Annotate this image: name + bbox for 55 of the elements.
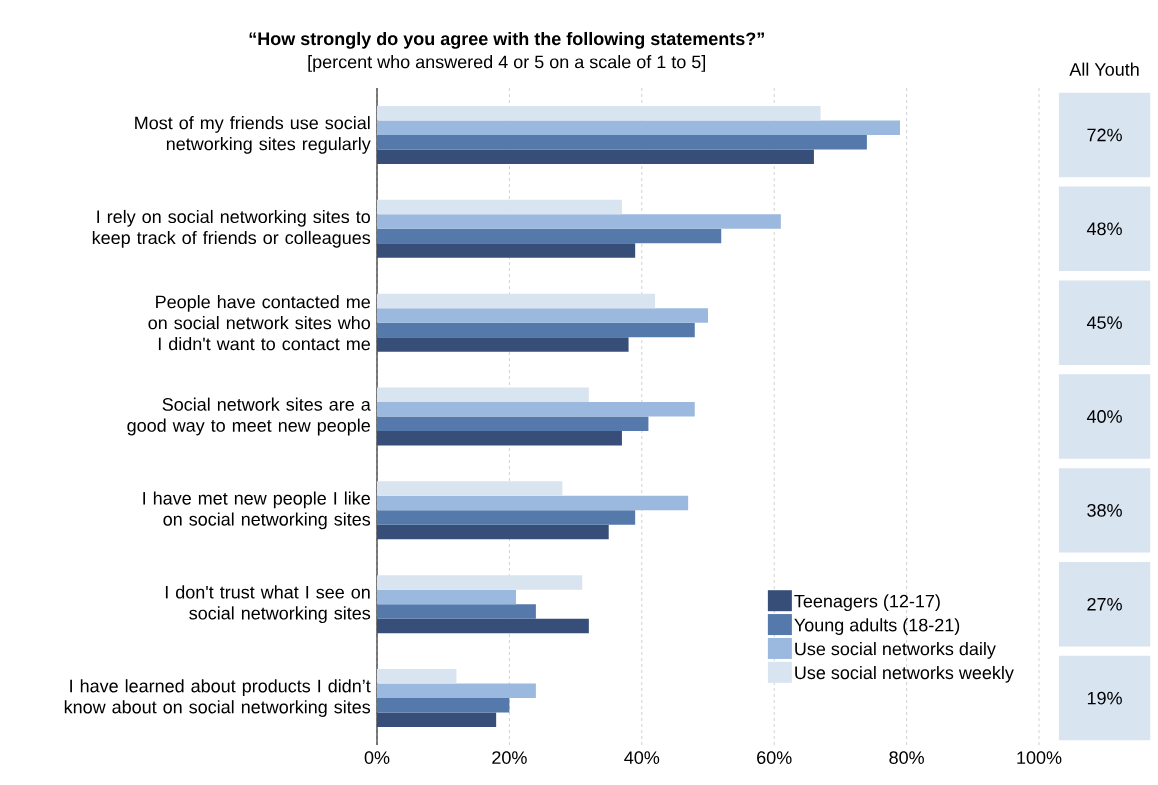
y-tick-label: Social network sites are a good way to meet new people [127,397,371,436]
bar [377,495,689,511]
bar [377,524,609,540]
x-tick-label: 100% [1017,751,1062,764]
bar [377,481,563,496]
bar [377,416,649,432]
bar [377,105,821,121]
bar [377,243,636,258]
bar [377,589,517,605]
bar [377,134,867,150]
bar [377,683,536,699]
y-tick-label: I have met new people I like on social networking sites [143,491,371,530]
y-tick-label: I don't trust what I see on social networking sites [165,585,371,624]
legend-label: Use social networks weekly [795,665,1014,683]
y-tick-label: Most of my friends use social networking sites regularly [135,116,371,154]
x-tick-label: 60% [757,751,792,764]
text: 72% [1087,128,1122,142]
y-tick-label: I have learned about products I didn’t know about on social networking sites [64,679,371,717]
bar [377,618,589,634]
bar [377,604,536,619]
bar [377,199,622,215]
bar [377,308,709,323]
bar [377,387,589,402]
legend-label: Use social networks daily [795,642,996,659]
text: 19% [1087,691,1122,705]
legend-label: Young adults (18-21) [794,618,960,635]
y-tick-label: I rely on social networking sites to keep track of friends or colleagues [92,209,371,248]
x-tick-label: 0% [364,751,390,764]
bar [377,402,695,417]
text: 38% [1087,503,1122,517]
text: 27% [1087,597,1122,611]
y-tick-label: People have contacted me on social network sites who I didn't want to contact me [148,295,370,351]
text: 45% [1086,316,1122,329]
bar [377,431,622,446]
bar [377,712,497,728]
text: 48% [1086,222,1122,236]
bar [377,149,814,164]
x-tick-label: 40% [624,751,660,764]
bar [377,669,457,684]
bar [377,698,510,713]
bar [377,214,781,229]
bar [377,322,695,338]
bar [377,120,900,135]
text: All Youth [1069,62,1139,76]
bar [377,337,629,352]
chart-title: “How strongly do you agree with the following statements?” [249,31,764,49]
bar [377,293,656,309]
chart-subtitle: [percent who answered 4 or 5 on a scale of 1 to 5] [308,55,706,72]
x-tick-label: 20% [492,751,527,764]
bar [377,228,722,244]
text: 40% [1086,410,1122,423]
bar [377,575,583,590]
x-tick-label: 80% [889,751,924,764]
bar [377,510,636,525]
legend-label: Teenagers (12-17) [794,594,940,612]
